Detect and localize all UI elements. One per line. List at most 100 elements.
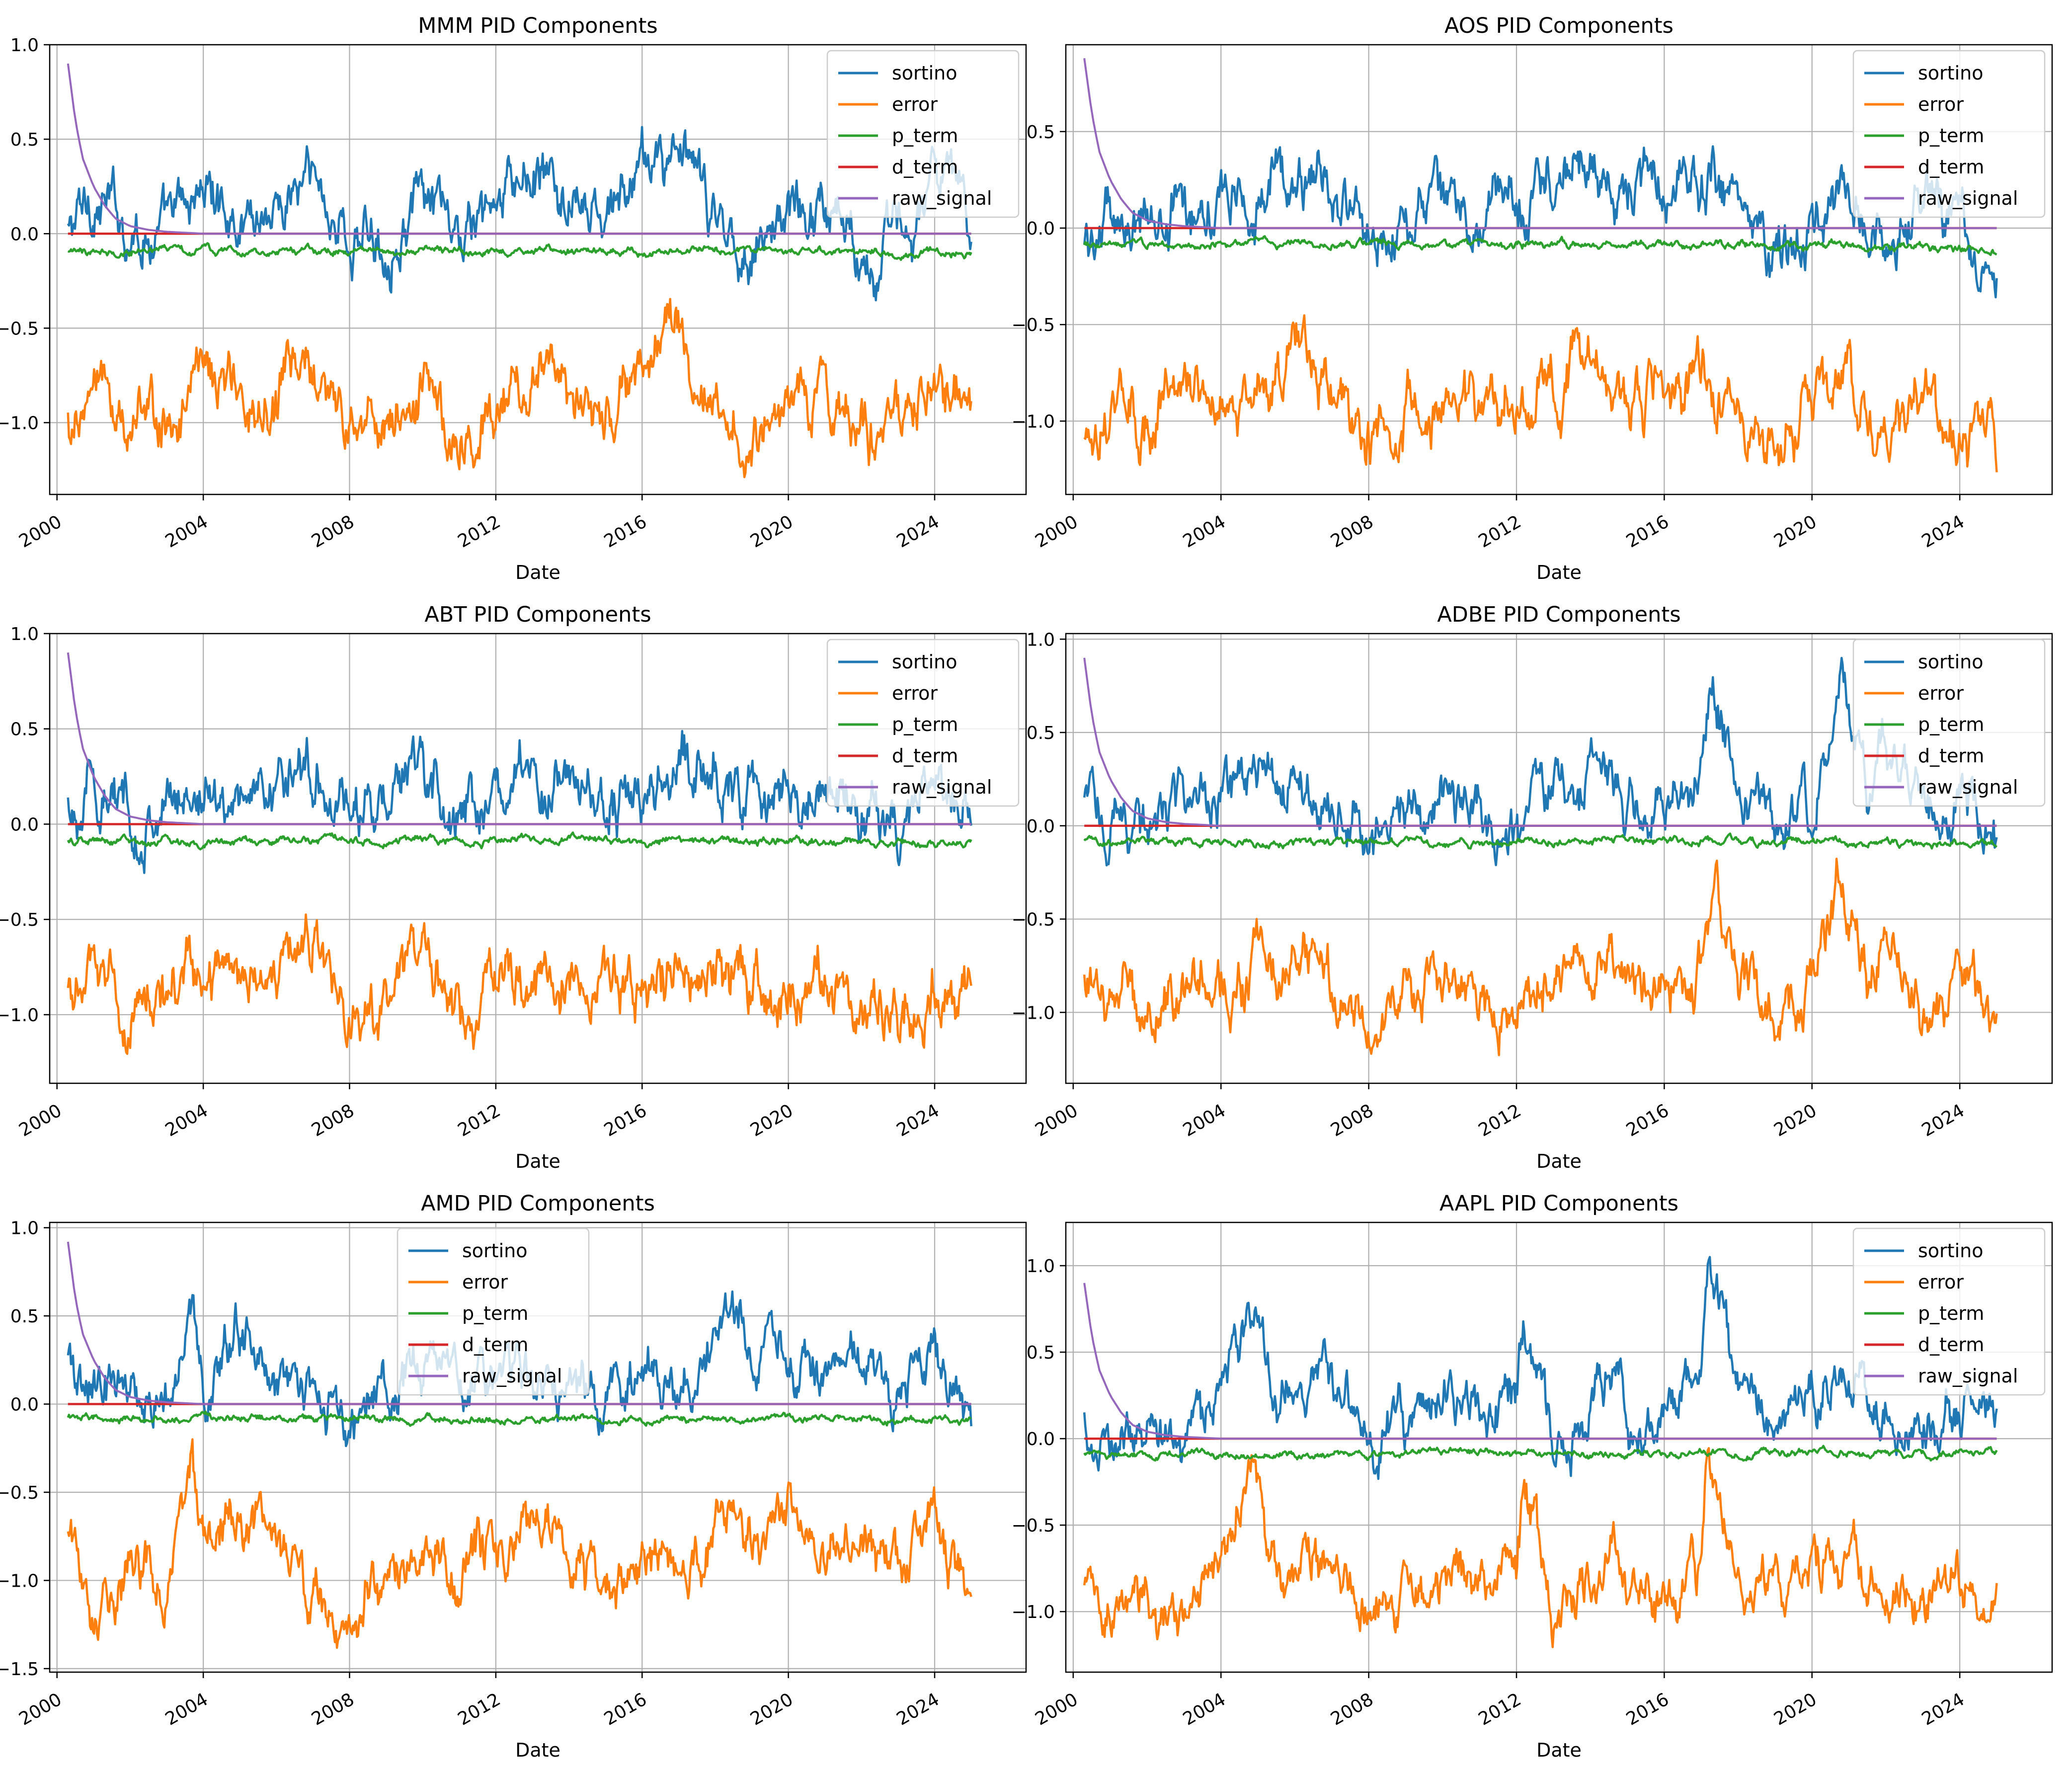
legend-label-p_term: p_term xyxy=(892,714,958,735)
x-tick-label: 2012 xyxy=(455,1689,504,1729)
legend-label-raw_signal: raw_signal xyxy=(1918,187,2018,209)
x-tick-label: 2024 xyxy=(1918,1689,1968,1729)
series-group xyxy=(67,63,972,479)
legend-label-sortino: sortino xyxy=(1918,62,1983,84)
x-tick-label: 2004 xyxy=(1180,1689,1229,1729)
x-tick-label: 2020 xyxy=(747,511,797,552)
y-tick-label: −1.0 xyxy=(0,413,39,434)
chart-title: AAPL PID Components xyxy=(1439,1191,1678,1216)
legend-label-raw_signal: raw_signal xyxy=(892,187,992,209)
x-tick-label: 2012 xyxy=(1475,511,1525,552)
x-axis-label: Date xyxy=(515,562,560,583)
plot-frame xyxy=(49,44,1027,495)
chart-panel-1: 2000 2004 2008 2012 2016 2020 2024 −1.0 −0.5 0.0 0… xyxy=(1012,13,2053,583)
y-tick-label: −0.5 xyxy=(0,910,39,930)
series-line-sortino xyxy=(1083,656,1998,867)
x-tick-label: 2020 xyxy=(747,1100,797,1140)
series-group xyxy=(1083,58,1998,473)
series-line-raw_signal xyxy=(1083,1283,1997,1440)
x-tick-label: 2004 xyxy=(162,511,212,552)
y-tick-label: 0.5 xyxy=(10,720,39,740)
y-tick-label: −0.5 xyxy=(0,1483,39,1503)
legend-box xyxy=(397,1227,590,1396)
series-group xyxy=(1083,1256,1998,1648)
x-tick-label: 2012 xyxy=(1475,1100,1525,1140)
series-line-error xyxy=(67,1438,972,1649)
series-line-p_term xyxy=(1083,1445,1998,1462)
y-tick-label: 0.0 xyxy=(10,814,39,835)
legend-label-p_term: p_term xyxy=(1918,1302,1984,1324)
legend-label-p_term: p_term xyxy=(462,1302,528,1324)
x-tick-label: 2024 xyxy=(893,511,943,552)
series-line-p_term xyxy=(1083,235,1997,256)
x-tick-label: 2024 xyxy=(893,1689,943,1729)
x-axis-label: Date xyxy=(515,1739,560,1761)
x-axis-label: Date xyxy=(1536,1150,1582,1172)
chart-title: MMM PID Components xyxy=(418,13,657,38)
series-line-sortino xyxy=(67,729,972,874)
x-tick-label: 2008 xyxy=(308,1689,358,1729)
x-tick-label: 2004 xyxy=(1180,1100,1229,1140)
legend: sortino error p_term d_term raw_signal xyxy=(1852,1227,2046,1396)
legend-label-error: error xyxy=(1918,93,1964,115)
legend-label-d_term: d_term xyxy=(462,1334,528,1356)
series-line-raw_signal xyxy=(67,652,971,825)
legend-box xyxy=(1852,50,2046,218)
series-line-p_term xyxy=(67,831,972,851)
legend-label-error: error xyxy=(462,1271,508,1293)
y-tick-label: 0.5 xyxy=(10,1306,39,1327)
x-tick-label: 2008 xyxy=(1327,511,1377,552)
legend: sortino error p_term d_term raw_signal xyxy=(1852,50,2046,218)
x-axis-label: Date xyxy=(515,1150,560,1172)
y-tick-label: 1.0 xyxy=(1027,630,1055,650)
x-tick-label: 2012 xyxy=(455,511,504,552)
x-tick-label: 2008 xyxy=(308,1100,358,1140)
y-tick-label: 0.5 xyxy=(1027,122,1055,143)
chart-title: ABT PID Components xyxy=(424,602,651,627)
series-line-raw_signal xyxy=(1083,58,1997,229)
y-tick-label: −1.0 xyxy=(1012,1003,1055,1023)
x-tick-label: 2000 xyxy=(1032,1689,1082,1729)
y-tick-label: 1.0 xyxy=(10,1218,39,1239)
x-tick-label: 2000 xyxy=(15,1689,65,1729)
x-tick-label: 2020 xyxy=(1770,1100,1820,1140)
y-tick-label: −1.0 xyxy=(1012,1602,1055,1622)
legend-label-sortino: sortino xyxy=(892,62,957,84)
x-tick-label: 2016 xyxy=(601,511,650,552)
legend-label-d_term: d_term xyxy=(892,745,958,767)
legend-label-error: error xyxy=(892,682,938,704)
series-line-sortino xyxy=(1083,1256,1998,1480)
x-axis-label: Date xyxy=(1536,562,1582,583)
chart-panel-5: 2000 2004 2008 2012 2016 2020 2024 −1.0 −0.5 0.0 0… xyxy=(1012,1191,2053,1761)
y-tick-label: 0.5 xyxy=(1027,1343,1055,1363)
series-line-p_term xyxy=(1083,832,1997,850)
x-tick-label: 2000 xyxy=(1032,1100,1082,1140)
legend: sortino error p_term d_term raw_signal xyxy=(1852,639,2046,807)
x-tick-label: 2004 xyxy=(162,1689,212,1729)
series-line-raw_signal xyxy=(67,1241,971,1405)
x-tick-label: 2012 xyxy=(455,1100,504,1140)
y-tick-label: 0.5 xyxy=(1027,723,1055,743)
plot-frame xyxy=(1065,1221,2053,1673)
legend-label-p_term: p_term xyxy=(1918,125,1984,147)
x-tick-label: 2016 xyxy=(601,1100,650,1140)
legend-box xyxy=(1852,1227,2046,1396)
series-line-error xyxy=(1083,314,1998,473)
series-line-sortino xyxy=(67,126,972,302)
legend: sortino error p_term d_term raw_signal xyxy=(397,1227,590,1396)
chart-title: AMD PID Components xyxy=(421,1191,655,1216)
legend-label-sortino: sortino xyxy=(462,1240,527,1262)
x-tick-label: 2016 xyxy=(601,1689,650,1729)
x-tick-label: 2008 xyxy=(1327,1689,1377,1729)
series-line-error xyxy=(67,298,972,479)
x-tick-label: 2020 xyxy=(747,1689,797,1729)
series-group xyxy=(67,652,972,1055)
y-tick-label: 0.0 xyxy=(1027,1429,1055,1450)
y-tick-label: −0.5 xyxy=(1012,1516,1055,1536)
x-tick-label: 2008 xyxy=(1327,1100,1377,1140)
chart-panel-4: 2000 2004 2008 2012 2016 2020 2024 −1.5 −1.0 −0.5… xyxy=(0,1191,1027,1761)
y-tick-label: −0.5 xyxy=(1012,315,1055,335)
y-tick-label: 0.0 xyxy=(1027,219,1055,239)
